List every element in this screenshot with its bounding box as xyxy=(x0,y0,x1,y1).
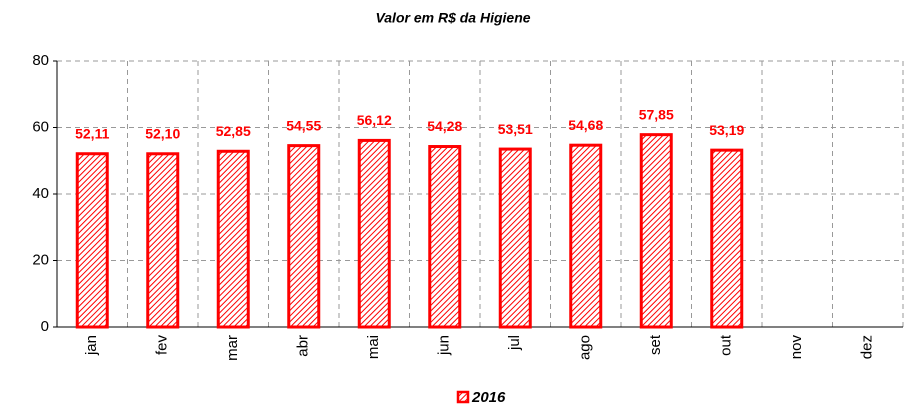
bar xyxy=(710,148,744,329)
x-tick-label: ago xyxy=(577,335,594,360)
x-tick-label: mai xyxy=(365,335,382,359)
bar xyxy=(639,133,673,329)
value-label: 54,28 xyxy=(427,118,462,134)
x-tick-label: mar xyxy=(224,335,241,361)
value-label: 54,55 xyxy=(286,117,321,133)
bar xyxy=(216,149,250,329)
x-tick-label: jun xyxy=(436,335,453,356)
value-label: 52,10 xyxy=(145,125,180,141)
y-tick-label: 0 xyxy=(41,318,49,335)
bar xyxy=(357,138,391,329)
x-tick-label: dez xyxy=(859,335,876,359)
x-tick-label: out xyxy=(718,334,735,356)
value-label: 56,12 xyxy=(357,112,392,128)
value-label: 53,19 xyxy=(709,122,744,138)
bar xyxy=(498,147,532,329)
bar xyxy=(146,152,180,329)
y-tick-label: 20 xyxy=(32,251,49,268)
value-label: 57,85 xyxy=(639,106,674,122)
chart-title: Valor em R$ da Higiene xyxy=(375,10,530,26)
value-label: 52,11 xyxy=(75,125,109,141)
bar xyxy=(569,143,603,329)
y-tick-label: 60 xyxy=(32,118,49,135)
y-tick-label: 80 xyxy=(32,52,49,69)
x-tick-label: jan xyxy=(83,335,100,356)
bar xyxy=(428,145,462,329)
bar xyxy=(75,152,109,329)
x-tick-label: jul xyxy=(506,335,523,351)
y-tick-label: 40 xyxy=(32,185,49,202)
value-label: 53,51 xyxy=(498,121,533,137)
x-tick-label: fev xyxy=(154,335,171,356)
value-label: 54,68 xyxy=(568,117,603,133)
legend-swatch xyxy=(456,390,470,404)
legend-label: 2016 xyxy=(471,389,506,406)
x-tick-label: nov xyxy=(788,335,805,360)
bar xyxy=(287,144,321,329)
value-label: 52,85 xyxy=(216,123,251,139)
x-tick-label: abr xyxy=(295,335,312,357)
x-tick-label: set xyxy=(647,334,664,355)
